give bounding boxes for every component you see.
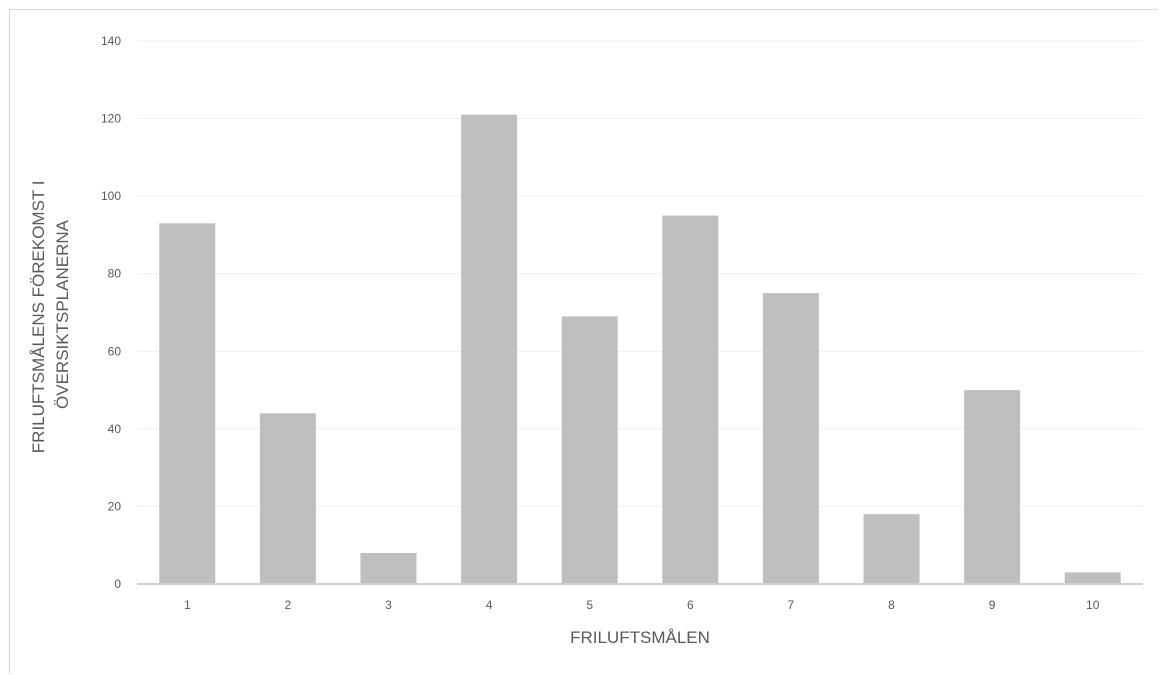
x-tick-labels: 1 2 3 4 5 6 7 8 9 10 xyxy=(184,598,1100,612)
y-tick-labels: 0 20 40 60 80 100 120 140 xyxy=(101,34,121,591)
bar xyxy=(461,114,518,584)
y-tick-label: 40 xyxy=(108,422,122,436)
bars xyxy=(159,114,1121,585)
x-axis-title: FRILUFTSMÅLEN xyxy=(570,628,710,647)
x-tick-label: 9 xyxy=(989,598,996,612)
y-tick-label: 80 xyxy=(108,267,122,281)
bar xyxy=(360,552,417,584)
y-tick-label: 140 xyxy=(101,34,121,48)
y-tick-label: 20 xyxy=(108,499,122,513)
chart-frame xyxy=(9,9,1158,673)
x-tick-label: 8 xyxy=(888,598,895,612)
y-tick-label: 0 xyxy=(114,577,121,591)
x-tick-label: 7 xyxy=(788,598,795,612)
bar xyxy=(863,514,920,584)
y-tick-label: 100 xyxy=(101,189,121,203)
x-tick-label: 2 xyxy=(285,598,292,612)
bar xyxy=(159,223,216,585)
y-tick-label: 120 xyxy=(101,112,121,126)
bar xyxy=(762,293,819,584)
y-axis-title: FRILUFTSMÅLENS FÖREKOMST I ÖVERSIKTSPLAN… xyxy=(29,176,72,453)
bar xyxy=(964,390,1021,584)
bar xyxy=(561,316,618,584)
bar xyxy=(259,413,316,584)
bar xyxy=(662,215,719,585)
x-tick-label: 6 xyxy=(687,598,694,612)
y-tick-label: 60 xyxy=(108,344,122,358)
y-axis-title-line-2: ÖVERSIKTSPLANERNA xyxy=(53,219,72,409)
x-tick-label: 5 xyxy=(586,598,593,612)
x-tick-label: 3 xyxy=(385,598,392,612)
y-axis-title-line-1: FRILUFTSMÅLENS FÖREKOMST I xyxy=(29,181,48,454)
x-tick-label: 1 xyxy=(184,598,191,612)
x-tick-label: 4 xyxy=(486,598,493,612)
x-tick-label: 10 xyxy=(1086,598,1100,612)
bar xyxy=(1064,572,1121,584)
